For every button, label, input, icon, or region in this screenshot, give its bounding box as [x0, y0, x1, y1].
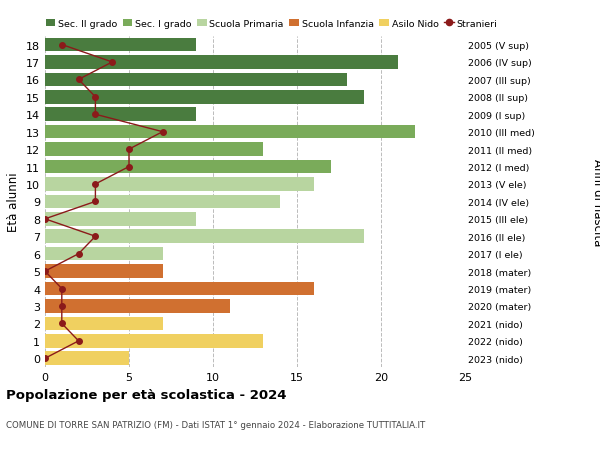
- Bar: [45, 265, 163, 278]
- Legend: Sec. II grado, Sec. I grado, Scuola Primaria, Scuola Infanzia, Asilo Nido, Stran: Sec. II grado, Sec. I grado, Scuola Prim…: [46, 20, 497, 29]
- Bar: [45, 126, 415, 139]
- Bar: [45, 91, 364, 104]
- Bar: [45, 300, 230, 313]
- Bar: [45, 160, 331, 174]
- Text: Popolazione per età scolastica - 2024: Popolazione per età scolastica - 2024: [6, 388, 287, 401]
- Text: COMUNE DI TORRE SAN PATRIZIO (FM) - Dati ISTAT 1° gennaio 2024 - Elaborazione TU: COMUNE DI TORRE SAN PATRIZIO (FM) - Dati…: [6, 420, 425, 429]
- Bar: [45, 143, 263, 157]
- Bar: [45, 39, 196, 52]
- Y-axis label: Età alunni: Età alunni: [7, 172, 20, 232]
- Bar: [45, 282, 314, 296]
- Bar: [45, 230, 364, 244]
- Bar: [45, 352, 129, 365]
- Bar: [45, 195, 280, 209]
- Text: Anni di nascita: Anni di nascita: [590, 158, 600, 246]
- Bar: [45, 178, 314, 191]
- Bar: [45, 334, 263, 348]
- Bar: [45, 108, 196, 122]
- Bar: [45, 247, 163, 261]
- Bar: [45, 73, 347, 87]
- Bar: [45, 317, 163, 330]
- Bar: [45, 56, 398, 70]
- Bar: [45, 213, 196, 226]
